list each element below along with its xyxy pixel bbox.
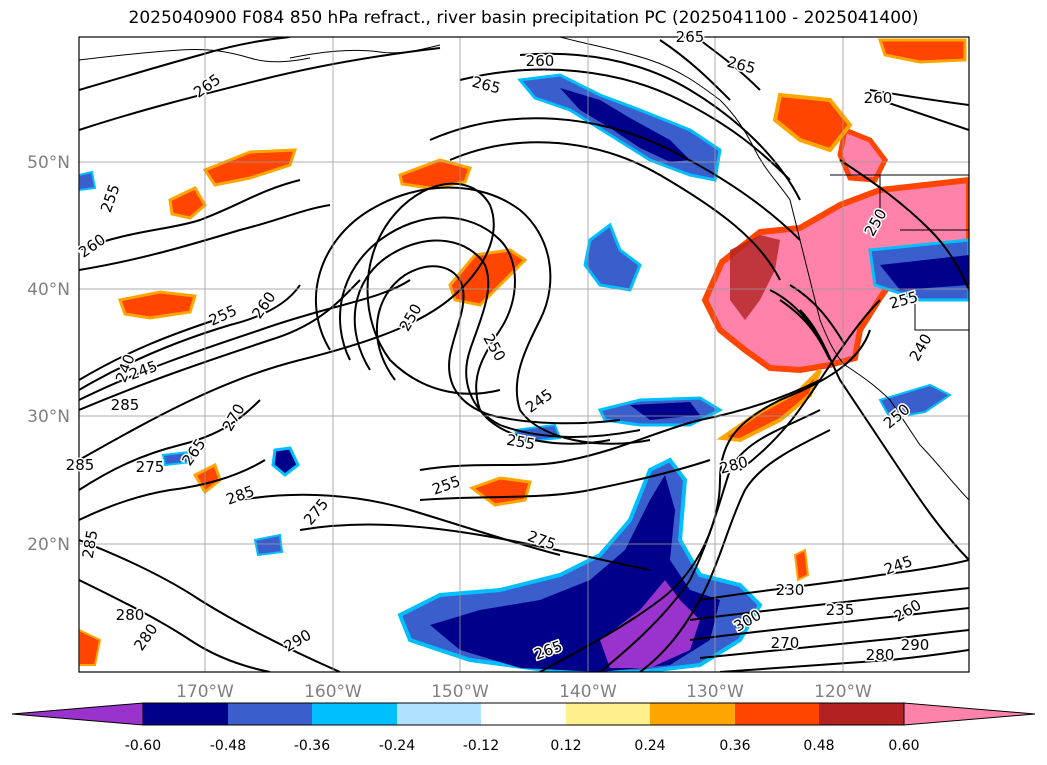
- lon-label-170w: 170°W: [176, 682, 234, 702]
- colorbar-segment-1: [143, 703, 228, 725]
- navy-region-east: [880, 255, 969, 290]
- latitude-labels: 50°N 40°N 30°N 20°N: [27, 153, 70, 555]
- orange-blob-9: [79, 628, 102, 666]
- blue-blob-2: [253, 533, 284, 557]
- map-title: 2025040900 F084 850 hPa refract., river …: [128, 8, 919, 28]
- blue-blob-6: [161, 450, 194, 467]
- contour-label: 255: [505, 431, 536, 454]
- contour-label: 230: [776, 581, 805, 599]
- colorbar-over-arrow: [903, 702, 1036, 726]
- orange-blob-8: [793, 548, 810, 582]
- contour-label: 285: [66, 456, 95, 474]
- colorbar-segment-7: [650, 703, 735, 725]
- colorbar-tick-7: 0.24: [634, 738, 665, 754]
- blue-blob-4: [79, 170, 97, 192]
- colorbar-under-arrow: [11, 702, 144, 726]
- lon-label-120w: 120°W: [814, 682, 872, 702]
- contour-label: 285: [111, 396, 140, 414]
- colorbar-segment-6: [566, 703, 650, 725]
- colorbar: [11, 702, 1036, 726]
- blue-blob-5: [878, 383, 952, 420]
- longitude-labels: 170°W 160°W 150°W 140°W 130°W 120°W: [176, 682, 872, 702]
- lon-label-130w: 130°W: [686, 682, 744, 702]
- colorbar-ticks: -0.60 -0.48 -0.36 -0.24 -0.12 0.12 0.24 …: [125, 738, 920, 754]
- lon-label-150w: 150°W: [431, 682, 489, 702]
- blue-blob-1: [271, 446, 300, 477]
- map-frame: [78, 36, 970, 673]
- colorbar-segment-5: [481, 703, 566, 725]
- orange-blob-1: [118, 290, 197, 320]
- orange-blob-3: [202, 148, 298, 187]
- shaded-fields: [79, 38, 969, 672]
- colorbar-tick-1: -0.60: [125, 738, 161, 754]
- red-band-coast: [730, 235, 780, 320]
- contour-label: 270: [771, 634, 800, 652]
- colorbar-segment-9: [819, 703, 904, 725]
- orange-region-ne: [877, 38, 967, 64]
- colorbar-outline: [142, 702, 905, 726]
- contour-lines: [79, 37, 969, 672]
- colorbar-tick-5: -0.12: [463, 738, 499, 754]
- contour-label: 235: [826, 601, 855, 619]
- contour-label: 260: [526, 52, 555, 70]
- lon-label-140w: 140°W: [559, 682, 617, 702]
- colorbar-segment-8: [735, 703, 819, 725]
- contour-label: 290: [901, 636, 930, 654]
- purple-core-south: [600, 580, 700, 668]
- lat-label-40n: 40°N: [27, 280, 70, 300]
- colorbar-segment-4: [397, 703, 481, 725]
- colorbar-tick-3: -0.36: [294, 738, 330, 754]
- colorbar-segment-3: [312, 703, 397, 725]
- colorbar-tick-2: -0.48: [210, 738, 246, 754]
- contour-label: 265: [676, 28, 705, 46]
- lat-label-20n: 20°N: [27, 535, 70, 555]
- orange-blob-4: [398, 158, 472, 190]
- lat-label-50n: 50°N: [27, 153, 70, 173]
- colorbar-tick-4: -0.24: [379, 738, 415, 754]
- coastlines: [79, 37, 969, 501]
- orange-region-bc: [772, 92, 853, 153]
- colorbar-tick-9: 0.48: [803, 738, 834, 754]
- colorbar-tick-10: 0.60: [888, 738, 919, 754]
- colorbar-tick-6: 0.12: [550, 738, 581, 754]
- colorbar-tick-8: 0.36: [719, 738, 750, 754]
- lon-label-160w: 160°W: [304, 682, 362, 702]
- contour-label: 280: [866, 646, 895, 664]
- orange-blob-2: [168, 186, 207, 220]
- contour-label: 280: [116, 606, 145, 624]
- colorbar-segment-2: [228, 703, 312, 725]
- contour-label: 275: [136, 458, 165, 476]
- graticule: [79, 37, 969, 672]
- contour-label: 260: [864, 89, 893, 107]
- lat-label-30n: 30°N: [27, 407, 70, 427]
